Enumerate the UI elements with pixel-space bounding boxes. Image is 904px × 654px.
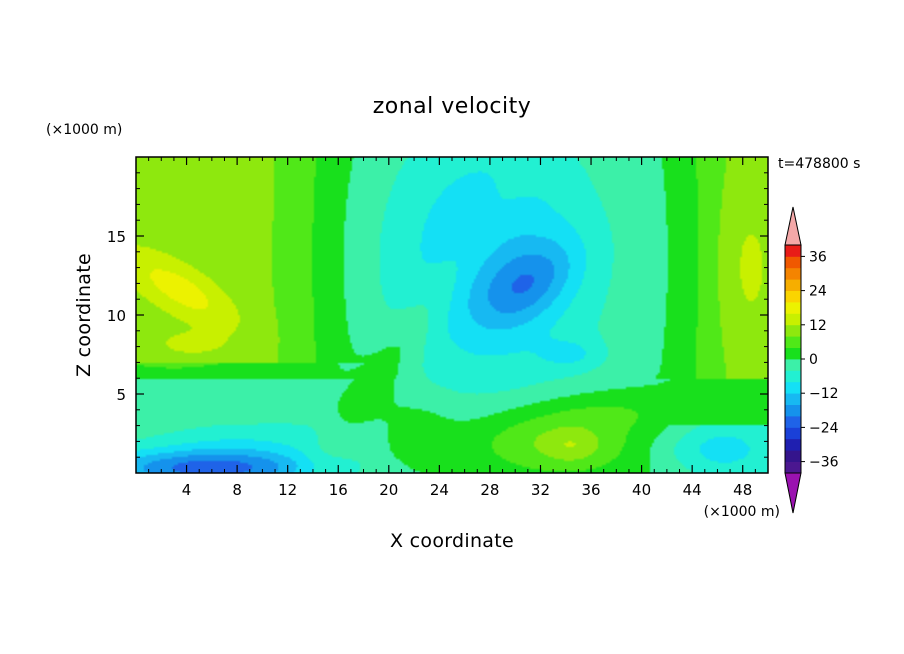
colorbar-segment [785, 381, 801, 394]
x-tick-label: 4 [182, 481, 192, 499]
colorbar-segment [785, 324, 801, 337]
colorbar-tick-label: −24 [809, 420, 839, 436]
colorbar-segment [785, 461, 801, 474]
velocity-field [136, 157, 768, 473]
y-axis: 5 10 15 [107, 172, 768, 458]
colorbar: 36 24 12 0 −12 −24 −36 [784, 206, 839, 514]
x-unit-label: (×1000 m) [704, 504, 780, 520]
colorbar-over-arrow [784, 206, 802, 246]
x-tick-label: 40 [632, 481, 651, 499]
x-tick-label: 20 [379, 481, 398, 499]
x-tick-label: 32 [531, 481, 550, 499]
colorbar-segment [785, 359, 801, 371]
x-axis: 4 8 12 16 20 24 28 32 36 40 44 48 [148, 157, 756, 499]
x-tick-label: 44 [683, 481, 702, 499]
y-tick-label: 5 [116, 386, 126, 404]
colorbar-segment [785, 336, 801, 348]
y-tick-label: 10 [107, 307, 126, 325]
colorbar-tick-label: 12 [809, 318, 827, 334]
x-tick-label: 36 [581, 481, 600, 499]
colorbar-under-arrow [784, 472, 802, 514]
colorbar-tick-label: 36 [809, 249, 827, 265]
colorbar-segment [785, 302, 801, 314]
x-tick-label: 8 [232, 481, 242, 499]
colorbar-segment [785, 267, 801, 280]
colorbar-segment [785, 427, 801, 440]
colorbar-segment [785, 347, 801, 360]
x-axis-label: X coordinate [390, 530, 514, 552]
chart-title: zonal velocity [373, 94, 532, 119]
colorbar-segment [785, 416, 801, 428]
colorbar-segment [785, 393, 801, 405]
colorbar-tick-label: −12 [809, 386, 839, 402]
colorbar-segment [785, 245, 801, 257]
y-axis-label: Z coordinate [73, 253, 95, 377]
colorbar-tick-label: −36 [809, 455, 839, 471]
colorbar-tick-label: 0 [809, 352, 818, 368]
time-label: t=478800 s [778, 156, 860, 172]
y-unit-label: (×1000 m) [46, 122, 122, 138]
colorbar-segment [785, 313, 801, 326]
colorbar-segment [785, 290, 801, 303]
colorbar-segment [785, 450, 801, 462]
colorbar-segment [785, 279, 801, 291]
colorbar-segment [785, 370, 801, 383]
x-tick-label: 16 [329, 481, 348, 499]
y-tick-label: 15 [107, 228, 126, 246]
colorbar-segment [785, 438, 801, 451]
x-tick-label: 48 [733, 481, 752, 499]
colorbar-segment [785, 256, 801, 269]
colorbar-tick-label: 24 [809, 284, 827, 300]
x-tick-label: 24 [430, 481, 449, 499]
x-tick-label: 12 [278, 481, 297, 499]
colorbar-segment [785, 404, 801, 417]
x-tick-label: 28 [480, 481, 499, 499]
